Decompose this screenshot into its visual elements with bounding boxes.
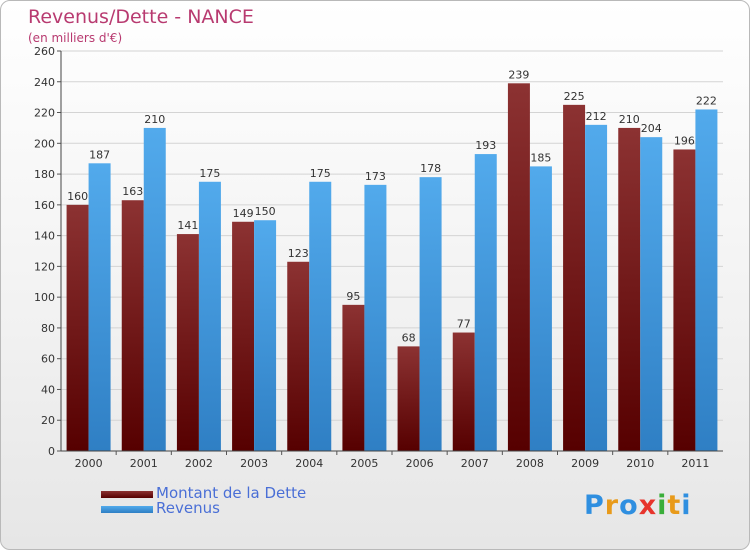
data-label: 68 [402,331,416,344]
logo-letter: i [657,490,668,521]
bar-dette [397,346,420,451]
y-tick-label: 220 [34,107,55,120]
y-tick-label: 40 [41,383,55,396]
chart-subtitle: (en milliers d'€) [28,31,123,45]
bar-revenus [529,166,552,451]
data-label: 95 [346,290,360,303]
bar-dette [507,83,530,452]
data-label: 185 [530,151,551,164]
x-tick-label: 2009 [571,457,599,470]
data-label: 210 [144,113,165,126]
bar-dette [563,104,586,451]
bar-dette [176,234,199,451]
data-label: 178 [420,162,441,175]
bar-revenus [254,220,277,451]
y-tick-label: 20 [41,414,55,427]
x-tick-label: 2008 [516,457,544,470]
logo-letter: r [604,490,620,521]
logo-letter: o [619,490,639,521]
y-tick-label: 160 [34,199,55,212]
bar-dette [232,221,255,451]
x-tick-label: 2000 [75,457,103,470]
bar-revenus [364,184,387,451]
y-tick-label: 140 [34,230,55,243]
x-tick-label: 2002 [185,457,213,470]
bar-revenus [419,177,442,451]
x-tick-label: 2004 [295,457,323,470]
bar-dette [287,261,310,451]
data-label: 187 [89,148,110,161]
y-tick-label: 0 [48,445,55,458]
data-label: 160 [67,190,88,203]
data-label: 173 [365,170,386,183]
y-tick-label: 60 [41,353,55,366]
x-tick-label: 2001 [130,457,158,470]
data-label: 141 [177,219,198,232]
data-label: 149 [233,207,254,220]
x-tick-label: 2011 [681,457,709,470]
y-tick-label: 180 [34,168,55,181]
y-tick-label: 260 [34,45,55,58]
data-label: 77 [457,318,471,331]
logo-letter: P [584,490,605,521]
bar-dette [452,332,475,451]
y-tick-label: 240 [34,76,55,89]
data-label: 239 [508,68,529,81]
bar-revenus [198,181,221,451]
data-label: 222 [696,94,717,107]
data-label: 225 [564,90,585,103]
legend-swatch-debt [101,491,153,498]
data-label: 193 [475,139,496,152]
bar-revenus [585,124,608,451]
data-label: 163 [122,185,143,198]
data-label: 212 [586,110,607,123]
bar-revenus [143,127,166,451]
x-tick-label: 2007 [461,457,489,470]
x-tick-label: 2010 [626,457,654,470]
bar-revenus [474,154,497,452]
x-tick-label: 2003 [240,457,268,470]
bar-revenus [695,109,718,451]
x-tick-label: 2006 [406,457,434,470]
chart-title: Revenus/Dette - NANCE [28,6,254,28]
bar-dette [342,304,365,451]
logo-letter: t [667,490,682,521]
y-tick-label: 100 [34,291,55,304]
legend-label-revenus: Revenus [156,499,220,517]
data-label: 196 [674,134,695,147]
bar-revenus [88,163,111,452]
data-label: 175 [199,167,220,180]
legend-label-debt: Montant de la Dette [156,484,307,502]
y-tick-label: 120 [34,260,55,273]
y-tick-label: 200 [34,137,55,150]
data-label: 204 [641,122,662,135]
logo-letter: i [681,490,692,521]
x-tick-label: 2005 [350,457,378,470]
data-label: 150 [255,205,276,218]
bar-revenus [309,181,332,451]
y-tick-label: 80 [41,322,55,335]
bar-revenus [640,137,663,451]
bar-dette [618,127,641,451]
proxiti-logo: Proxiti [584,490,692,521]
data-label: 123 [288,247,309,260]
logo-letter: x [638,490,658,521]
data-label: 175 [310,167,331,180]
bar-dette [673,149,696,451]
bar-dette [121,200,144,451]
legend-swatch-revenus [101,506,153,513]
bar-dette [66,204,89,451]
data-label: 210 [619,113,640,126]
